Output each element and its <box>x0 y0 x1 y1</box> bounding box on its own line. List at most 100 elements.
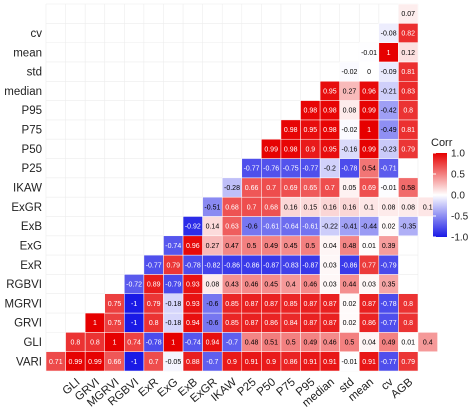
cell-value-label: -0.6 <box>206 301 218 308</box>
cell-value-label: 0.79 <box>401 146 415 153</box>
cell-value-label: -0.7 <box>206 359 218 366</box>
cell-value-label: 0.35 <box>382 282 396 289</box>
cell-value-label: 0.79 <box>166 262 180 269</box>
cell-value-label: 0.9 <box>305 146 315 153</box>
cell-value-label: 0.12 <box>401 50 415 57</box>
cell-value-label: 0.69 <box>284 185 298 192</box>
cell-value-label: 0.99 <box>362 146 376 153</box>
cell-value-label: 0.16 <box>343 204 357 211</box>
cell-value-label: -0.02 <box>341 127 357 134</box>
cell-value-label: -0.79 <box>381 262 397 269</box>
cell-value-label: 0.03 <box>362 282 376 289</box>
cell-value-label: -0.18 <box>165 301 181 308</box>
cell-value-label: -0.86 <box>244 262 260 269</box>
cell-value-label: -0.77 <box>381 320 397 327</box>
cell-value-label: 0.4 <box>286 282 296 289</box>
cell-value-label: -0.09 <box>381 69 397 76</box>
cell-value-label: 0.81 <box>401 69 415 76</box>
cell-value-label: 0.99 <box>362 108 376 115</box>
cell-value-label: -0.92 <box>185 224 201 231</box>
y-tick-label: GLI <box>23 337 42 349</box>
cell-value-label: 0.44 <box>343 282 357 289</box>
cell-value-label: 0.93 <box>186 301 200 308</box>
cell-value-label: 0.48 <box>245 340 259 347</box>
cell-value-label: -0.86 <box>341 262 357 269</box>
cell-value-label: 0.75 <box>108 301 122 308</box>
cell-value-label: 0.27 <box>343 88 357 95</box>
cell-value-label: 0.66 <box>108 359 122 366</box>
cell-value-label: 0.81 <box>401 127 415 134</box>
cell-value-label: -0.23 <box>381 146 397 153</box>
cell-value-label: 0.98 <box>323 127 337 134</box>
cell-value-label: 0.7 <box>247 204 257 211</box>
cell-value-label: -1 <box>131 320 137 327</box>
cell-value-label: 0.85 <box>225 320 239 327</box>
cell-value-label: -0.01 <box>341 359 357 366</box>
legend-ticks: 1.0 0.5 0.0 -0.5 -1.0 <box>433 149 469 244</box>
cell-value-label: 0.94 <box>186 320 200 327</box>
legend-tick-label: 0.5 <box>451 170 465 181</box>
cell-value-label: -0.77 <box>302 166 318 173</box>
cell-value-label: -0.6 <box>246 224 258 231</box>
cell-value-label: 0.66 <box>245 185 259 192</box>
y-tick-label: ExG <box>20 240 42 252</box>
cell-value-label: -0.21 <box>381 88 397 95</box>
cell-value-label: 0.86 <box>284 359 298 366</box>
y-tick-label: ExB <box>21 221 42 233</box>
cell-value-label: 0.94 <box>206 340 220 347</box>
cell-value-label: 0.87 <box>323 301 337 308</box>
cell-value-label: 0.87 <box>264 301 278 308</box>
cell-value-label: -0.76 <box>263 166 279 173</box>
cell-value-label: -0.71 <box>381 166 397 173</box>
cell-value-label: 0.27 <box>206 243 220 250</box>
cell-value-label: 0.08 <box>206 282 220 289</box>
cell-value-label: 0.9 <box>227 359 237 366</box>
cell-value-label: 0.85 <box>284 301 298 308</box>
cell-value-label: 0.87 <box>362 301 376 308</box>
y-tick-label: P95 <box>22 105 42 117</box>
cell-value-label: -0.87 <box>263 262 279 269</box>
cell-value-label: 0.96 <box>186 243 200 250</box>
cell-value-label: 0.68 <box>264 204 278 211</box>
y-tick-label: P50 <box>22 144 42 156</box>
cell-value-label: -0.72 <box>126 282 142 289</box>
cell-value-label: 0.91 <box>304 359 318 366</box>
cell-value-label: -0.16 <box>341 146 357 153</box>
y-tick-label: IKAW <box>13 183 42 195</box>
cell-value-label: 0.1 <box>423 204 433 211</box>
cell-value-label: -0.01 <box>381 185 397 192</box>
cell-value-label: 0.46 <box>304 282 318 289</box>
cell-value-label: -0.2 <box>324 166 336 173</box>
cell-value-label: 0.7 <box>325 185 335 192</box>
heatmap-cell <box>398 177 419 198</box>
legend: Corr 1.0 0.5 0.0 -0.5 -1.0 <box>431 137 469 244</box>
cell-value-label: 0.79 <box>147 301 161 308</box>
y-tick-label: RGBVI <box>6 279 42 291</box>
cell-value-label: 0.04 <box>323 243 337 250</box>
cell-value-label: 0.49 <box>304 340 318 347</box>
y-tick-label: P25 <box>22 163 42 175</box>
cell-value-label: 0.02 <box>343 320 357 327</box>
cell-value-label: -0.78 <box>185 262 201 269</box>
y-tick-label: MGRVI <box>5 298 43 310</box>
x-tick-label: P50 <box>255 376 278 398</box>
cell-value-label: 0.8 <box>71 340 81 347</box>
cell-value-label: -0.64 <box>283 224 299 231</box>
y-tick-label: mean <box>13 47 42 59</box>
cell-value-label: 0.45 <box>264 282 278 289</box>
cell-value-label: 0.88 <box>186 359 200 366</box>
cell-value-label: -0.74 <box>185 340 201 347</box>
cell-value-label: 0.04 <box>362 340 376 347</box>
cell-value-label: 0.87 <box>304 301 318 308</box>
cell-value-label: 0.03 <box>323 262 337 269</box>
cell-value-label: 0.77 <box>362 262 376 269</box>
cell-value-label: 1 <box>113 340 117 347</box>
cell-value-label: 0.91 <box>323 359 337 366</box>
y-tick-label: median <box>4 86 42 98</box>
cell-value-label: -0.74 <box>165 243 181 250</box>
cell-value-label: 0.16 <box>323 204 337 211</box>
cell-value-label: 0.45 <box>284 243 298 250</box>
cell-value-label: 0.74 <box>127 340 141 347</box>
legend-tick-label: 0.0 <box>451 191 465 202</box>
